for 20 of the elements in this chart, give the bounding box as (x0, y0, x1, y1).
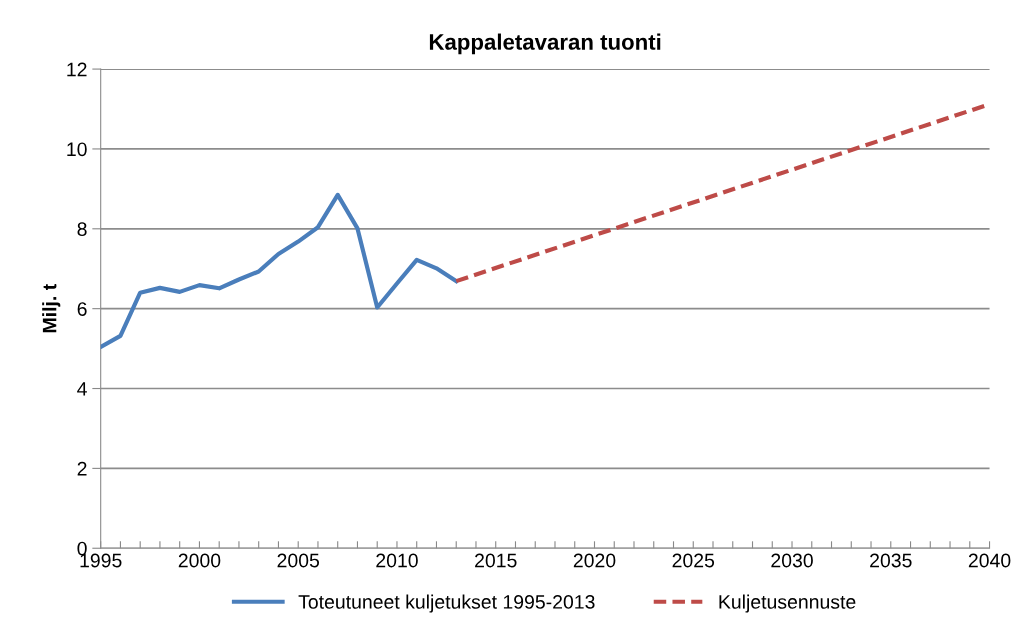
legend-label: Kuljetusennuste (719, 594, 856, 613)
x-tick-label: 2040 (968, 553, 1011, 568)
x-tick-label: 2035 (870, 553, 912, 568)
y-tick-label: 4 (77, 382, 87, 396)
x-tick-label: 2005 (277, 553, 320, 568)
chart-title: Kappaletavaran tuonti (429, 33, 661, 55)
x-tick-label: 2010 (376, 553, 418, 568)
x-tick-label: 2030 (771, 553, 813, 568)
x-tick-label: 2025 (672, 553, 715, 568)
y-tick-label: 6 (77, 302, 87, 316)
line-series (100, 192, 459, 350)
y-tick-label: 8 (77, 222, 87, 237)
x-tick-label: 2000 (178, 553, 221, 568)
x-tick-label: 2015 (475, 553, 517, 568)
y-tick-label: 10 (67, 142, 87, 157)
y-tick-label: 2 (77, 461, 87, 476)
x-tick-label: 2020 (573, 553, 616, 568)
legend-label: Toteutuneet kuljetukset 1995-2013 (298, 594, 595, 613)
y-axis-title: Milj. t (42, 284, 61, 333)
y-tick-label: 12 (67, 62, 87, 77)
